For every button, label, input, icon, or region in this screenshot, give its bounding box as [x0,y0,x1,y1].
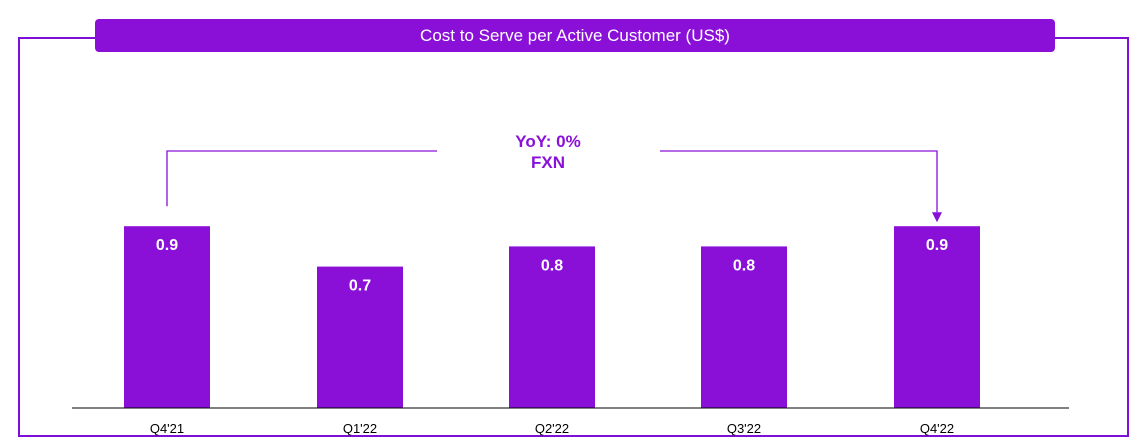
annotation-arrowhead [932,212,942,223]
bar-value-label-0: 0.9 [156,237,178,254]
x-tick-label-2: Q2'22 [535,421,569,436]
bar-3 [701,246,787,408]
bar-value-label-3: 0.8 [733,257,755,274]
bar-4 [894,226,980,408]
yoy-annotation-line2: FXN [531,153,565,172]
x-tick-label-4: Q4'22 [920,421,954,436]
bar-1 [317,266,403,408]
yoy-annotation: YoY: 0% FXN [166,132,942,223]
annotation-connector-left [166,150,437,207]
chart-title: Cost to Serve per Active Customer (US$) [95,19,1055,52]
bar-0 [124,226,210,408]
annotation-connector-right [660,150,938,213]
bar-value-label-4: 0.9 [926,237,948,254]
x-tick-label-0: Q4'21 [150,421,184,436]
yoy-annotation-line1: YoY: 0% [515,132,581,151]
bar-2 [509,246,595,408]
bar-value-label-2: 0.8 [541,257,563,274]
x-tick-label-1: Q1'22 [343,421,377,436]
x-tick-label-3: Q3'22 [727,421,761,436]
bar-value-label-1: 0.7 [349,278,371,295]
